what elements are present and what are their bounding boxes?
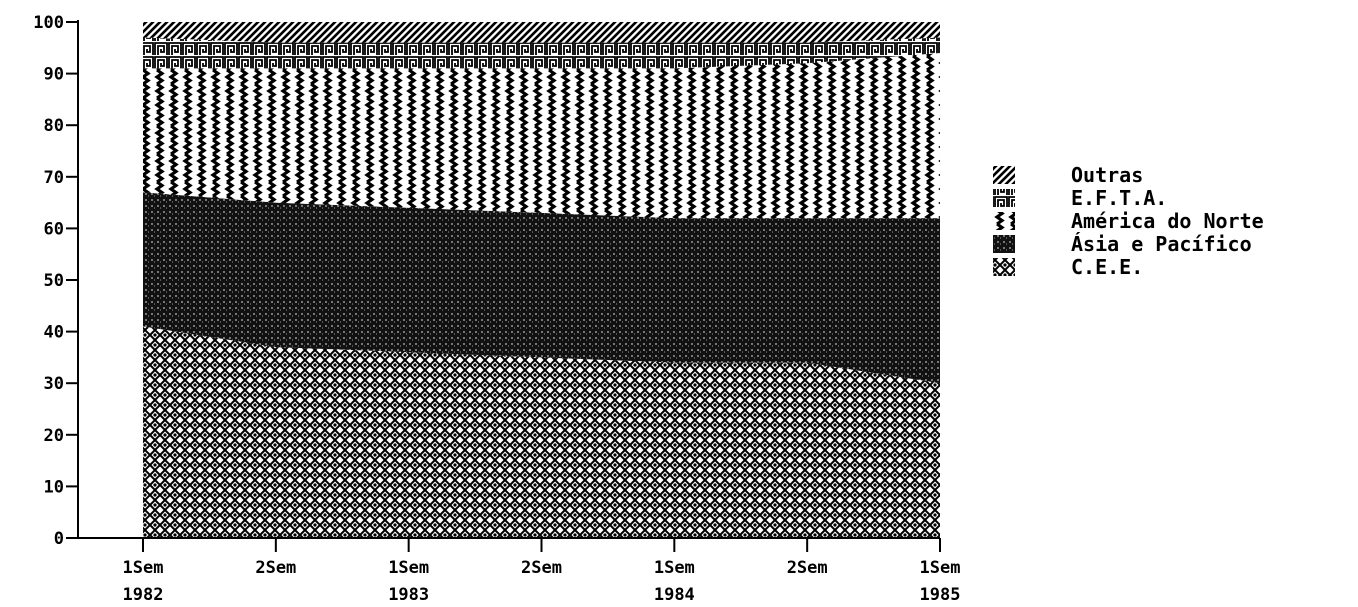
y-tick-label: 100 [33,13,64,33]
y-tick-label: 80 [44,116,64,136]
areas-layer [143,22,940,538]
y-tick-label: 60 [44,219,64,239]
legend-label-america-do-norte: América do Norte [1071,209,1264,233]
x-tick-label: 2Sem [255,558,296,578]
legend-label-c-e-e: C.E.E. [1071,255,1143,279]
y-tick-label: 20 [44,426,64,446]
x-tick-label: 1Sem [388,558,429,578]
x-year-label: 1984 [654,585,695,605]
legend-label-e-f-t-a: E.F.T.A. [1071,186,1167,210]
y-tick-label: 70 [44,168,64,188]
x-year-label: 1985 [920,585,961,605]
x-tick-label: 2Sem [787,558,828,578]
area-america-do-norte [143,53,940,219]
legend-swatch-america-do-norte [993,212,1015,230]
x-tick-label: 1Sem [123,558,164,578]
legend-swatch-e-f-t-a [993,189,1015,207]
y-tick-label: 90 [44,65,64,85]
y-tick-label: 30 [44,374,64,394]
axes-layer: 0 10 20 30 40 50 60 70 80 90 100 1Sem 2Sem 1Sem 2Sem 1S… [33,13,960,605]
area-outras [143,22,940,43]
x-tick-label: 1Sem [920,558,961,578]
x-year-label: 1983 [388,585,429,605]
x-tick-label: 2Sem [521,558,562,578]
area-asia-e-pacifico [143,192,940,384]
legend-label-outras: Outras [1071,163,1143,187]
x-tick-label: 1Sem [654,558,695,578]
legend-swatch-outras [993,166,1015,184]
y-tick-label: 40 [44,323,64,343]
y-tick-label: 50 [44,271,64,291]
area-c-e-e [143,326,940,538]
legend-label-asia-e-pacifico: Ásia e Pacífico [1071,232,1252,256]
area-e-f-t-a [143,37,940,69]
legend-swatch-asia-e-pacifico [993,235,1015,253]
x-year-label: 1982 [123,585,164,605]
y-tick-label: 0 [54,529,64,549]
y-tick-label: 10 [44,477,64,497]
legend-swatch-c-e-e [993,258,1015,276]
